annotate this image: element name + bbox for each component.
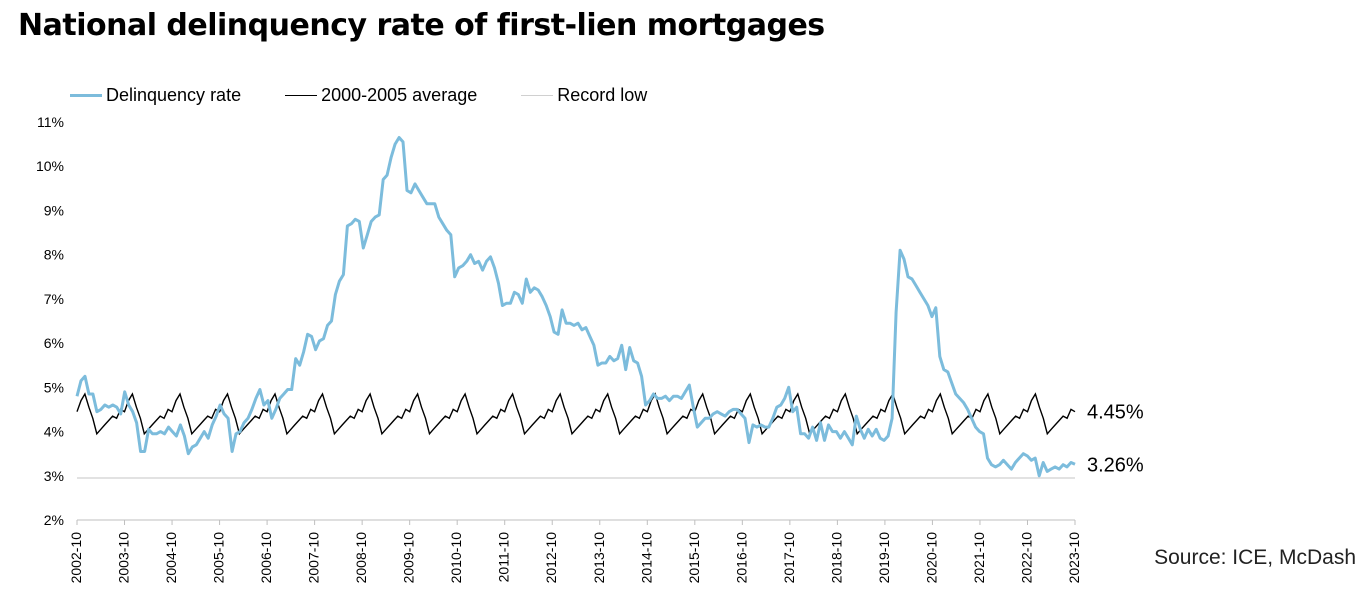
y-axis: 2% 3% 4% 5% 6% 7% 8% 9% 10% 11% — [36, 114, 64, 528]
average-line — [76, 392, 1076, 436]
x-tick-label: 2003-10 — [116, 532, 132, 584]
source-note: Source: ICE, McDash — [1154, 546, 1356, 569]
x-tick-label: 2004-10 — [163, 532, 179, 584]
y-tick-label: 7% — [44, 291, 64, 307]
legend-label-average: 2000-2005 average — [321, 84, 478, 105]
y-tick-label: 10% — [36, 158, 64, 174]
average-end-label: 4.45% — [1087, 402, 1144, 424]
delinquency-end-label: 3.26% — [1087, 454, 1144, 476]
legend-item-delinquency: Delinquency rate — [70, 85, 241, 106]
legend-label-delinquency: Delinquency rate — [106, 84, 242, 105]
x-tick-label: 2012-10 — [543, 532, 559, 584]
x-tick-label: 2008-10 — [353, 532, 369, 584]
x-tick-label: 2022-10 — [1018, 532, 1034, 584]
delinquency-line — [75, 136, 1076, 478]
x-tick-label: 2023-10 — [1066, 532, 1082, 584]
y-tick-label: 8% — [44, 247, 64, 263]
y-tick-label: 11% — [37, 114, 64, 130]
legend-swatch-delinquency — [70, 93, 102, 97]
x-tick-label: 2009-10 — [401, 532, 417, 584]
x-axis: 2002-10 2003-10 2004-10 2005-10 2006-10 2007-… — [68, 519, 1082, 584]
legend-item-average: 2000-2005 average — [285, 85, 477, 106]
y-tick-label: 3% — [44, 468, 64, 484]
x-tick-label: 2007-10 — [306, 532, 322, 584]
chart-legend: Delinquency rate 2000-2005 average Recor… — [70, 82, 691, 108]
x-tick-label: 2017-10 — [781, 532, 797, 584]
x-tick-label: 2010-10 — [448, 532, 464, 584]
x-tick-label: 2006-10 — [258, 532, 274, 584]
end-labels: 4.45% 3.26% — [1087, 402, 1144, 477]
x-tick-label: 2016-10 — [733, 532, 749, 584]
x-tick-label: 2013-10 — [591, 532, 607, 584]
x-tick-label: 2021-10 — [971, 532, 987, 584]
x-tick-label: 2014-10 — [638, 532, 654, 584]
x-tick-label: 2002-10 — [68, 532, 84, 584]
y-tick-label: 9% — [44, 202, 64, 218]
y-tick-label: 6% — [44, 335, 64, 351]
legend-item-record-low: Record low — [521, 85, 647, 106]
legend-swatch-record-low — [521, 94, 554, 96]
x-tick-label: 2011-10 — [496, 532, 512, 583]
y-tick-label: 2% — [44, 512, 64, 528]
y-tick-label: 4% — [44, 424, 64, 440]
x-tick-label: 2018-10 — [828, 532, 844, 584]
chart-title: National delinquency rate of first-lien … — [18, 8, 825, 43]
x-tick-label: 2005-10 — [211, 532, 227, 584]
x-tick-label: 2015-10 — [686, 532, 702, 584]
x-tick-label: 2019-10 — [876, 532, 892, 584]
series-layer — [75, 136, 1076, 479]
legend-swatch-average — [285, 94, 318, 96]
x-tick-label: 2020-10 — [923, 532, 939, 584]
y-tick-label: 5% — [44, 379, 64, 395]
legend-label-record-low: Record low — [557, 84, 648, 105]
